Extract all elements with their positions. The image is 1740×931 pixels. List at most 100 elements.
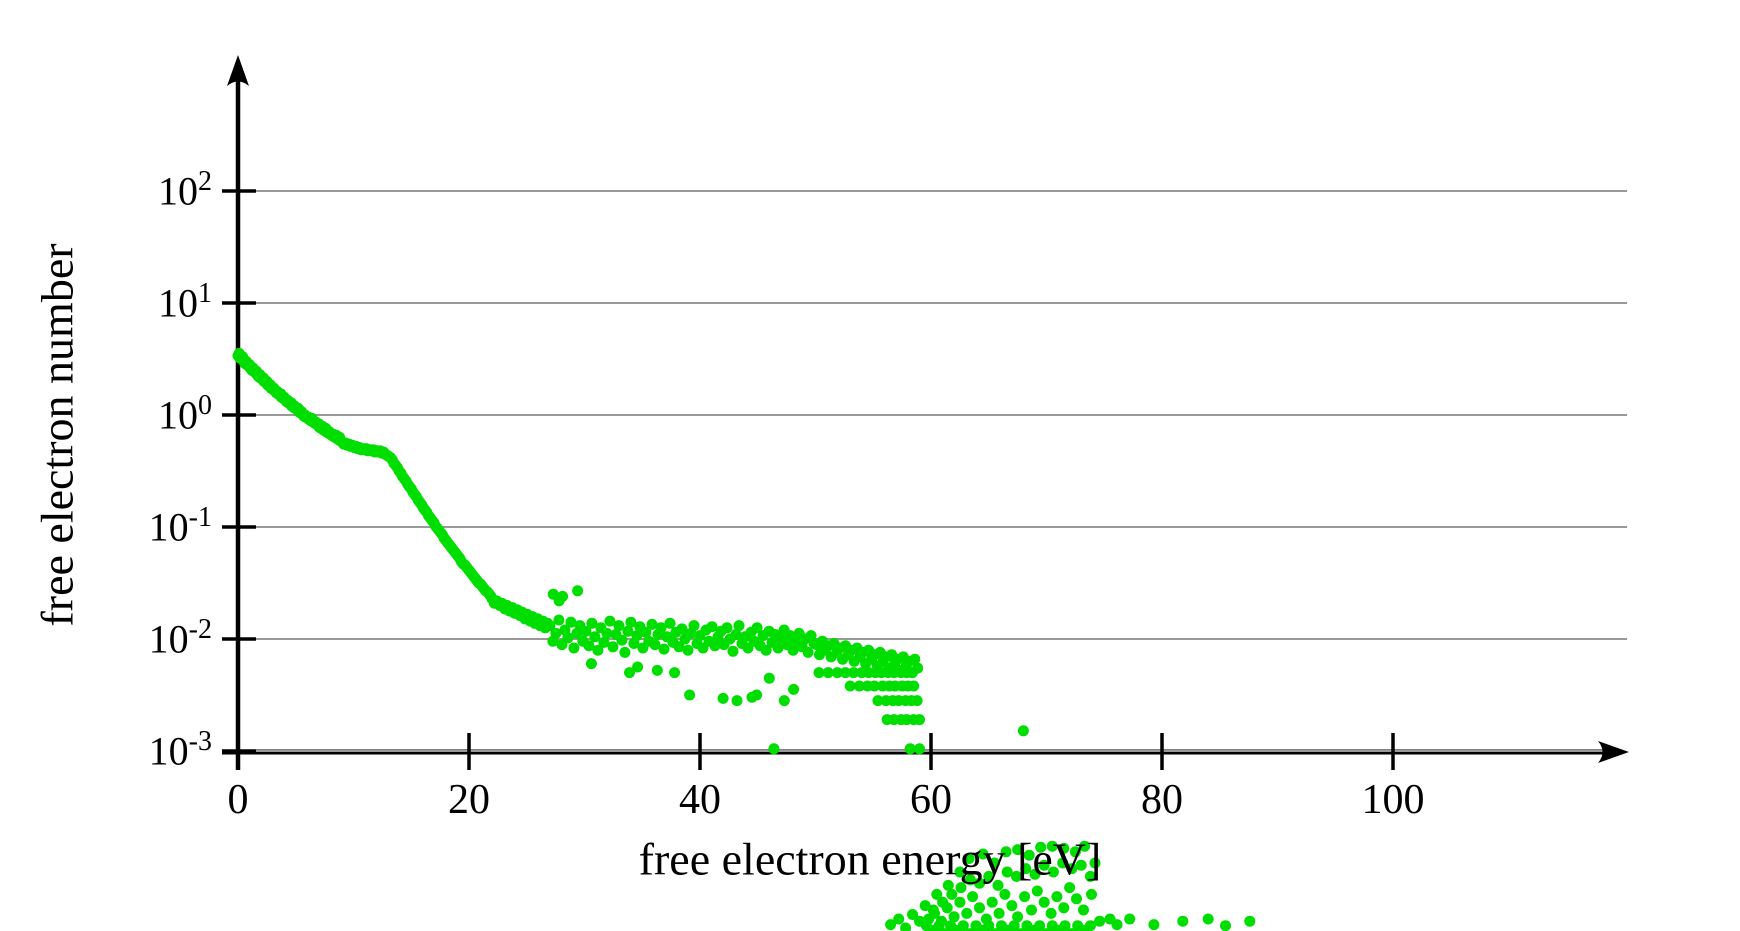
data-point [986, 896, 998, 908]
data-point [585, 658, 597, 670]
data-point [1006, 900, 1018, 912]
data-point [669, 667, 681, 679]
data-point [1017, 725, 1029, 737]
data-point [1069, 846, 1081, 858]
data-point [911, 695, 923, 707]
data-point [688, 620, 700, 632]
data-point [583, 640, 595, 652]
data-point [999, 888, 1011, 900]
data-point [893, 913, 905, 925]
x-tick-label: 100 [1361, 777, 1425, 823]
data-point [1020, 863, 1032, 875]
x-axis-title: free electron energy [eV] [638, 833, 1102, 885]
y-ticks [222, 189, 256, 753]
data-point [993, 907, 1005, 919]
data-point [844, 680, 856, 692]
data-point [868, 680, 880, 692]
data-point [914, 915, 925, 927]
data-point [1012, 911, 1024, 923]
data-point [907, 909, 918, 920]
data-point [1079, 840, 1091, 852]
data-point [664, 617, 676, 629]
y-tick-label: 100 [158, 390, 212, 438]
data-point [1058, 842, 1070, 854]
data-point [1031, 885, 1043, 897]
data-point [651, 664, 663, 676]
data-point [957, 920, 969, 931]
data-point [751, 622, 763, 634]
x-ticks [467, 733, 1395, 770]
data-point [1034, 920, 1046, 931]
data-point [983, 870, 995, 882]
x-tick-label: 0 [227, 777, 249, 823]
data-point [731, 695, 743, 707]
data-point [607, 641, 619, 653]
data-point [682, 644, 694, 656]
data-point [1066, 863, 1078, 875]
y-tick-label: 102 [158, 166, 212, 214]
data-point [1094, 915, 1106, 927]
data-point [1220, 920, 1231, 931]
data-point [1019, 891, 1031, 903]
data-point [1089, 857, 1101, 869]
data-point [568, 642, 580, 654]
data-point [929, 907, 940, 919]
data-point [553, 614, 565, 626]
data-point [601, 627, 613, 639]
data-point [616, 634, 628, 646]
data-point [1148, 919, 1160, 931]
data-point [908, 680, 920, 692]
data-point [974, 877, 985, 889]
data-point [974, 902, 985, 914]
data-point [941, 902, 953, 914]
y-tick-label: 10-1 [148, 502, 212, 550]
data-point [562, 632, 574, 644]
data-point [557, 590, 569, 602]
data-point [989, 857, 1000, 869]
data-point [655, 622, 667, 634]
x-tick-label: 80 [1141, 777, 1183, 823]
data-point [646, 618, 658, 630]
data-point [977, 848, 989, 860]
data-point [727, 645, 739, 657]
data-point [1084, 870, 1096, 882]
data-point [1035, 841, 1047, 853]
data-point [1023, 849, 1035, 861]
data-point [946, 888, 958, 900]
y-tick-label: 10-3 [148, 726, 212, 774]
y-tick-label: 10-2 [148, 614, 212, 662]
data-point [751, 689, 763, 701]
data-point [983, 920, 995, 931]
data-point [640, 626, 652, 638]
y-axis-arrowhead [227, 55, 249, 86]
data-point [853, 680, 865, 692]
data-point [580, 625, 592, 637]
data-point [831, 667, 843, 679]
data-point [1124, 913, 1136, 925]
y-tick-label: 101 [158, 278, 212, 326]
data-point [1045, 907, 1057, 919]
data-point [586, 617, 598, 629]
data-point [632, 661, 644, 673]
data-point [967, 891, 979, 903]
data-point [907, 667, 918, 679]
data-point [1177, 915, 1189, 927]
data-point [933, 920, 945, 931]
data-point [822, 667, 834, 679]
data-point [848, 667, 860, 679]
data-point [572, 585, 584, 597]
data-point [1038, 896, 1050, 908]
data-point [730, 629, 742, 640]
data-point [1071, 893, 1082, 905]
data-point [992, 879, 1004, 891]
data-point [613, 620, 625, 632]
data-point [1011, 870, 1022, 882]
data-point [1047, 866, 1059, 878]
data-point [802, 646, 814, 658]
data-point [1086, 888, 1097, 900]
data-point [1244, 915, 1256, 927]
grid-lines [222, 190, 1627, 752]
data-point [1111, 919, 1123, 931]
